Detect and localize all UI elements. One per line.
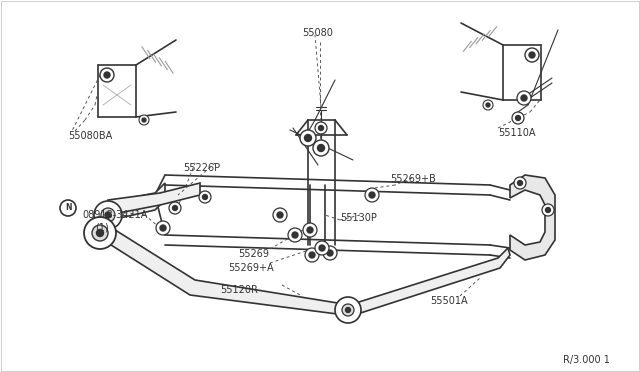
Text: 55120R: 55120R <box>220 285 258 295</box>
Text: 08918-3421A: 08918-3421A <box>82 210 147 220</box>
Circle shape <box>100 68 114 82</box>
Circle shape <box>303 223 317 237</box>
Polygon shape <box>100 228 350 315</box>
Circle shape <box>369 192 375 198</box>
Circle shape <box>92 225 108 241</box>
Circle shape <box>335 297 361 323</box>
Circle shape <box>365 188 379 202</box>
Text: 55080: 55080 <box>302 28 333 38</box>
Circle shape <box>518 180 522 186</box>
Circle shape <box>319 125 323 131</box>
Circle shape <box>515 115 520 121</box>
Circle shape <box>160 225 166 231</box>
Circle shape <box>517 91 531 105</box>
Circle shape <box>317 144 324 151</box>
Circle shape <box>169 202 181 214</box>
Circle shape <box>94 201 122 229</box>
Circle shape <box>202 195 207 199</box>
Polygon shape <box>510 175 555 260</box>
Text: 55130P: 55130P <box>340 213 377 223</box>
Circle shape <box>300 130 316 146</box>
Circle shape <box>156 221 170 235</box>
Circle shape <box>105 212 111 218</box>
Circle shape <box>104 72 110 78</box>
Text: 55269: 55269 <box>238 249 269 259</box>
Text: 55080BA: 55080BA <box>68 131 112 141</box>
Text: R/3.000 1: R/3.000 1 <box>563 355 610 365</box>
Polygon shape <box>108 183 200 215</box>
Text: 55269+A: 55269+A <box>228 263 274 273</box>
Circle shape <box>542 204 554 216</box>
Circle shape <box>309 252 315 258</box>
Circle shape <box>97 230 104 237</box>
Circle shape <box>305 135 312 141</box>
Circle shape <box>319 245 325 251</box>
Circle shape <box>307 227 313 233</box>
Polygon shape <box>108 183 165 220</box>
Circle shape <box>313 140 329 156</box>
Text: 55269+B: 55269+B <box>390 174 436 184</box>
Circle shape <box>292 232 298 238</box>
Circle shape <box>512 112 524 124</box>
Circle shape <box>315 122 327 134</box>
Circle shape <box>173 205 177 211</box>
Circle shape <box>277 212 283 218</box>
Circle shape <box>101 208 115 222</box>
Circle shape <box>521 95 527 101</box>
Circle shape <box>288 228 302 242</box>
Circle shape <box>199 191 211 203</box>
Polygon shape <box>340 248 510 318</box>
Circle shape <box>273 208 287 222</box>
Circle shape <box>525 48 539 62</box>
Circle shape <box>483 100 493 110</box>
Text: 55226P: 55226P <box>183 163 220 173</box>
Circle shape <box>514 177 526 189</box>
Text: N: N <box>65 203 71 212</box>
Circle shape <box>60 200 76 216</box>
Circle shape <box>486 103 490 107</box>
Text: 55501A: 55501A <box>430 296 468 306</box>
Circle shape <box>327 250 333 256</box>
Circle shape <box>305 248 319 262</box>
Circle shape <box>346 308 351 312</box>
Circle shape <box>84 217 116 249</box>
Circle shape <box>315 241 329 255</box>
Text: (1): (1) <box>95 223 109 233</box>
Circle shape <box>342 304 354 316</box>
Circle shape <box>529 52 535 58</box>
Circle shape <box>545 208 550 212</box>
Circle shape <box>142 118 146 122</box>
Circle shape <box>139 115 149 125</box>
Text: 55110A: 55110A <box>498 128 536 138</box>
Circle shape <box>323 246 337 260</box>
